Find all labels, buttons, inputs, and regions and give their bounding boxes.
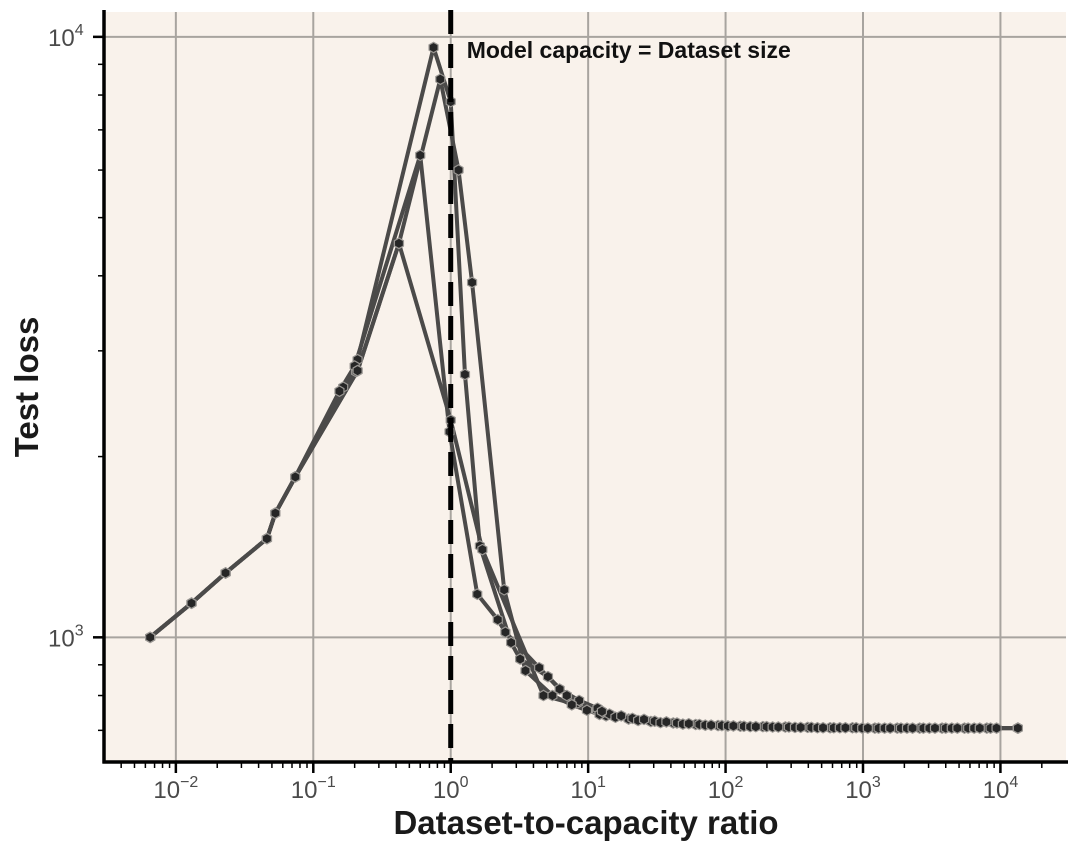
series-1-point-8 (415, 149, 426, 162)
series-1-point-10 (472, 588, 483, 601)
series-1-point-13 (534, 661, 545, 674)
series-3-point-22 (840, 721, 851, 734)
series-3-point-17 (728, 720, 739, 732)
series-3-point-3 (261, 532, 273, 545)
series-3-point-9 (477, 543, 488, 556)
series-3-point-24 (885, 722, 896, 735)
series-0-point-9 (428, 41, 439, 54)
series-3-point-20 (795, 721, 806, 734)
tick-labels: 10−2 10−1 100 101 102 103 104 103 104 (48, 22, 1018, 804)
series-3-point-7 (393, 237, 405, 250)
series-2-point-12 (520, 664, 531, 677)
x-tick-label-5: 103 (845, 774, 881, 804)
series-3-point-23 (862, 722, 873, 735)
series-3-point-27 (952, 722, 963, 735)
x-tick-label-2: 100 (433, 774, 469, 804)
series-0-point-15 (542, 670, 554, 683)
series-3-point-5 (290, 471, 301, 483)
series-3-point-13 (638, 713, 650, 726)
series-2-point-34 (991, 722, 1002, 735)
series-2-point-11 (499, 583, 510, 596)
series-3-point-15 (683, 717, 694, 730)
x-tick-label-0: 10−2 (153, 774, 198, 804)
series-markers (145, 41, 1024, 735)
series-3-point-1 (186, 597, 197, 610)
series-1-point-14 (554, 683, 565, 695)
series-3-point-26 (929, 722, 941, 735)
series-3-point-14 (661, 716, 672, 728)
x-tick-label-6: 104 (983, 774, 1019, 804)
series-1-point-6 (334, 385, 345, 398)
series-0-point-13 (505, 636, 517, 649)
series-3-point-16 (706, 719, 717, 732)
capacity-annotation: Model capacity = Dataset size (467, 37, 791, 63)
series-1-point-12 (500, 626, 511, 639)
series-0-point-14 (515, 653, 526, 665)
y-axis-title: Test loss (8, 317, 45, 458)
series-3-point-19 (773, 721, 784, 733)
series-2-point-10 (466, 276, 478, 289)
series-3-point-10 (538, 689, 549, 702)
plot-background (104, 12, 1066, 762)
x-tick-label-3: 101 (570, 774, 606, 804)
series-3-point-12 (616, 709, 627, 722)
series-3-point-6 (352, 364, 363, 377)
series-1-point-15 (574, 694, 585, 707)
series-2-point-14 (566, 698, 577, 711)
series-3-point-18 (750, 720, 761, 733)
axis-ticks (93, 35, 1043, 773)
series-2-point-13 (547, 689, 558, 702)
series-3-point-29 (1012, 722, 1024, 735)
series-3-point-4 (270, 507, 281, 520)
series-2-point-8 (435, 73, 446, 86)
series-3-point-0 (145, 631, 156, 644)
series-0-point-11 (459, 368, 471, 381)
series-3-point-25 (907, 722, 918, 735)
series-2-point-15 (581, 704, 593, 717)
x-axis-title: Dataset-to-capacity ratio (393, 804, 778, 841)
x-tick-label-1: 10−1 (291, 774, 336, 804)
series-2-point-9 (453, 164, 464, 176)
y-tick-label-1: 104 (48, 22, 84, 52)
series-3-point-11 (596, 705, 608, 718)
y-tick-label-0: 103 (48, 622, 84, 652)
series-1-point-11 (492, 613, 503, 626)
series-3-point-28 (974, 722, 985, 735)
x-tick-label-4: 102 (708, 774, 744, 804)
series-3-point-21 (817, 721, 829, 734)
series-3-point-2 (220, 567, 231, 579)
